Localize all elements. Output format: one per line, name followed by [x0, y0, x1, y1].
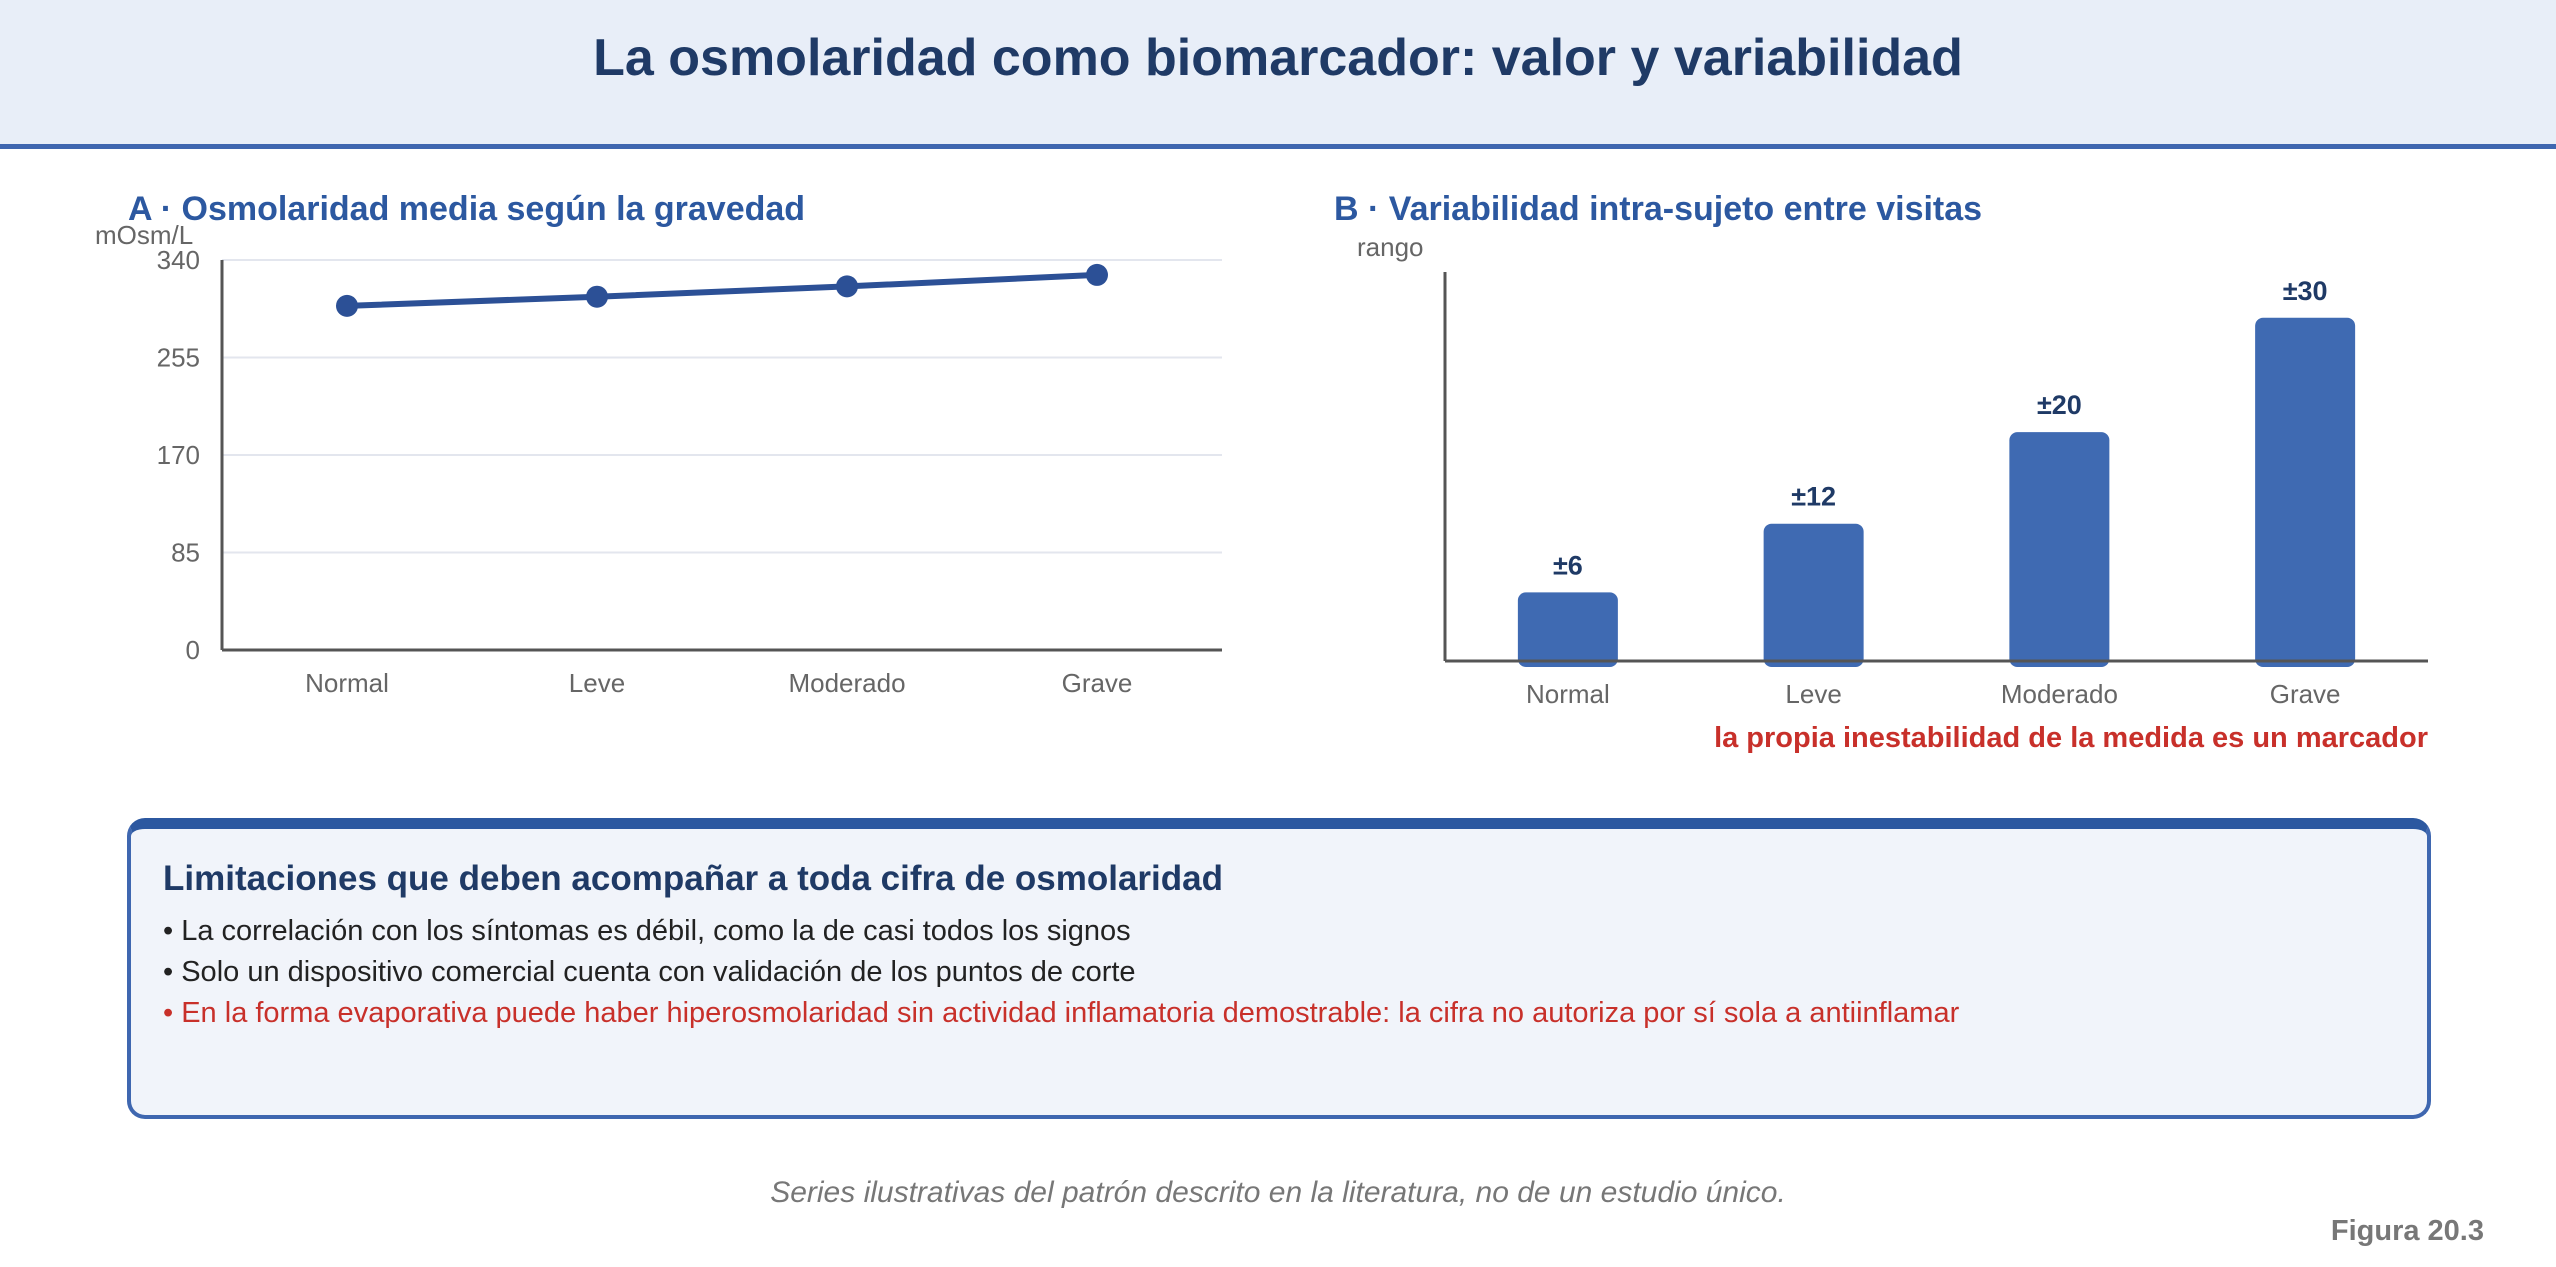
chart-a-x-ticks: Normal Leve Moderado Grave — [305, 668, 1132, 698]
chart-a: mOsm/L 0 85 170 255 340 Normal Leve Moderado Gr… — [95, 220, 1222, 698]
chart-b-annotation: la propia inestabilidad de la medida es … — [1714, 722, 2428, 754]
chart-a-point — [586, 285, 608, 308]
figure-label: Figura 20.3 — [2330, 1215, 2484, 1247]
limitation-item-alert: En la forma evaporativa puede haber hipe… — [163, 993, 1959, 1034]
chart-b-x-ticks: Normal Leve Moderado Grave — [1526, 679, 2341, 709]
chart-a-series-line — [346, 271, 1098, 309]
chart-a-x-tick-label: Normal — [305, 668, 389, 698]
chart-b-x-tick-label: Normal — [1526, 679, 1610, 709]
chart-b-value-label: ±6 — [1553, 550, 1583, 580]
charts-canvas: mOsm/L 0 85 170 255 340 Normal Leve Moderado Gr… — [95, 220, 2428, 709]
chart-b-value-labels: ±6 ±12 ±20 ±30 — [1553, 276, 2328, 581]
chart-a-y-tick-label: 340 — [157, 245, 200, 275]
chart-a-y-ticks: 0 85 170 255 340 — [157, 245, 200, 665]
chart-b: rango ±6 ±12 ±20 ±30 Normal Leve Moderado Grav… — [1357, 232, 2428, 709]
chart-b-x-tick-label: Grave — [2270, 679, 2341, 709]
chart-a-gridlines — [222, 259, 1222, 554]
chart-b-bar — [2255, 317, 2356, 667]
limitation-item: Solo un dispositivo comercial cuenta con… — [163, 952, 1959, 993]
panel-b-title: B · Variabilidad intra-sujeto entre visi… — [1334, 190, 1983, 228]
chart-a-y-tick-label: 170 — [157, 440, 200, 470]
chart-a-point — [336, 294, 358, 317]
panel-a-title: A · Osmolaridad media según la gravedad — [128, 190, 806, 228]
footnote: Series ilustrativas del patrón descrito … — [770, 1176, 1786, 1209]
chart-a-point — [1086, 263, 1108, 286]
chart-a-x-tick-label: Leve — [569, 668, 625, 698]
chart-a-y-tick-label: 0 — [186, 635, 200, 665]
chart-a-y-label: mOsm/L — [95, 220, 193, 250]
chart-a-point — [836, 275, 858, 298]
chart-b-bar — [1517, 592, 1618, 667]
chart-a-x-tick-label: Grave — [1062, 668, 1133, 698]
chart-a-y-tick-label: 85 — [171, 538, 200, 568]
limitations-title: Limitaciones que deben acompañar a toda … — [163, 859, 1223, 898]
chart-a-y-tick-label: 255 — [157, 343, 200, 373]
chart-a-x-tick-label: Moderado — [788, 668, 905, 698]
chart-b-bar — [2009, 432, 2110, 667]
page-title: La osmolaridad como biomarcador: valor y… — [593, 29, 1963, 87]
limitations-list: La correlación con los síntomas es débil… — [163, 911, 1959, 1034]
chart-b-bars — [1445, 317, 2428, 667]
chart-b-x-tick-label: Leve — [1785, 679, 1841, 709]
chart-a-points — [336, 263, 1108, 317]
chart-b-x-tick-label: Moderado — [2001, 679, 2118, 709]
chart-b-value-label: ±12 — [1791, 482, 1836, 512]
limitation-item: La correlación con los síntomas es débil… — [163, 911, 1959, 952]
header-band — [0, 0, 2556, 149]
chart-b-value-label: ±30 — [2283, 276, 2328, 306]
chart-b-bar — [1763, 523, 1864, 667]
limitations-box: Limitaciones que deben acompañar a toda … — [127, 818, 2431, 1119]
chart-b-value-label: ±20 — [2037, 390, 2082, 420]
chart-b-y-label: rango — [1357, 232, 1424, 262]
